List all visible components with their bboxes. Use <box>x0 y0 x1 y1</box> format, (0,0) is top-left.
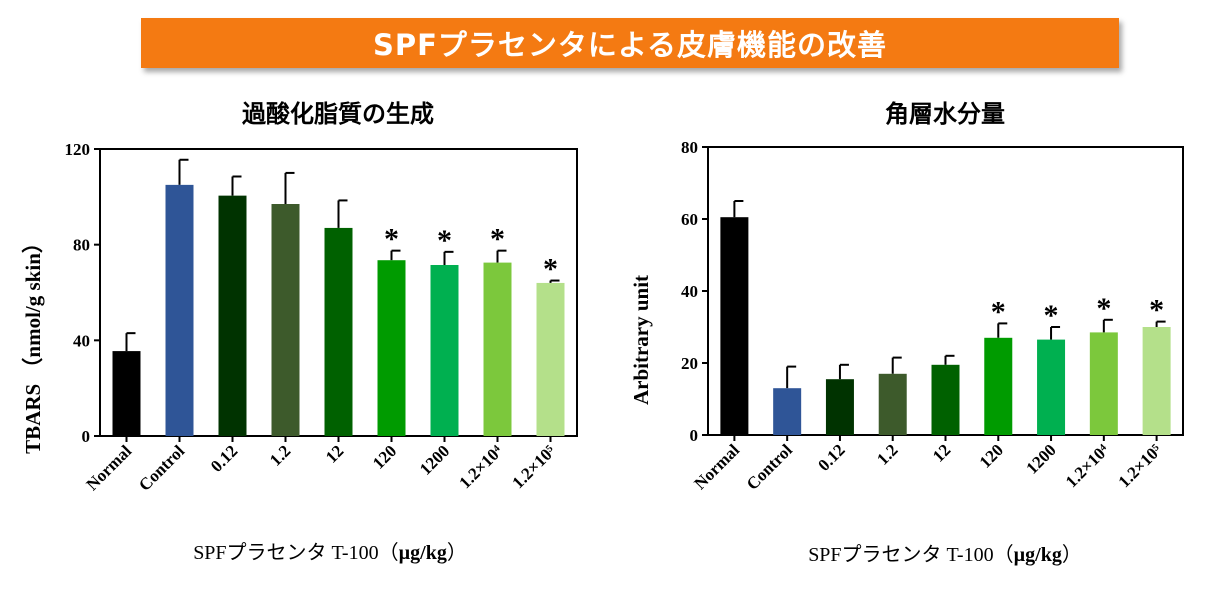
x-axis-label: SPFプラセンタ T-100（µg/kg） <box>808 543 1082 566</box>
category-label: Normal <box>690 440 743 493</box>
y-tick-label: 40 <box>681 282 698 301</box>
category-labels: Normal Control 0.12 1.2 12 120 1200 1.2×10⁴ 1.2×… <box>690 440 1165 493</box>
category-label: 0.12 <box>814 440 848 474</box>
bar <box>483 262 512 436</box>
category-label: 1.2×10⁴ <box>1062 440 1113 491</box>
bar <box>165 184 194 436</box>
significance-marker: * <box>991 295 1006 328</box>
bar <box>773 388 802 435</box>
bar <box>878 373 907 435</box>
y-tick-label: 120 <box>65 140 91 159</box>
significance-marker: * <box>543 253 558 286</box>
bars: * * * * <box>720 200 1171 435</box>
bar <box>1089 332 1118 435</box>
y-axis-label: TBARS （nmol/g skin） <box>21 232 45 454</box>
x-axis-label: SPFプラセンタ T-100（µg/kg） <box>193 541 467 564</box>
y-tick-label: 40 <box>73 331 90 350</box>
bar <box>377 260 406 436</box>
category-label: 12 <box>322 441 347 466</box>
category-label: 120 <box>369 441 400 472</box>
bar <box>324 227 353 436</box>
x-axis-label-main: SPFプラセンタ T-100（ <box>808 543 1013 566</box>
bar <box>1142 327 1171 435</box>
bars: * * * * <box>112 158 565 436</box>
significance-marker: * <box>437 224 452 257</box>
y-axis-label: Arbitrary unit <box>629 275 653 405</box>
category-label: 1200 <box>416 441 453 478</box>
significance-marker: * <box>1149 294 1164 327</box>
banner-title: SPFプラセンタによる皮膚機能の改善 <box>372 28 888 62</box>
y-tick-label: 0 <box>82 427 91 446</box>
chart-title: 過酸化脂質の生成 <box>242 100 434 128</box>
category-label: 1.2 <box>266 441 294 469</box>
significance-marker: * <box>1096 292 1111 325</box>
category-label: Normal <box>82 441 135 494</box>
category-label: 0.12 <box>207 441 241 475</box>
category-labels: Normal Control 0.12 1.2 12 120 1200 1.2×10⁴ 1.2×… <box>82 441 559 494</box>
significance-marker: * <box>490 223 505 256</box>
title-banner: SPFプラセンタによる皮膚機能の改善 <box>141 18 1119 68</box>
bar <box>825 379 854 435</box>
category-label: Control <box>135 441 188 494</box>
bar <box>271 204 300 436</box>
x-axis-label-end: ） <box>1062 543 1082 566</box>
category-label: 120 <box>976 440 1007 471</box>
y-tick-label: 0 <box>690 426 699 445</box>
stratum-water-chart: 角層水分量 Arbitrary unit 0 20 40 60 80 * * * * Norm… <box>629 100 1184 566</box>
category-label: 1.2×10⁵ <box>508 441 559 492</box>
bar <box>931 364 960 435</box>
y-tick-label: 20 <box>681 354 698 373</box>
bar <box>720 217 749 435</box>
x-axis-label-unit: µg/kg <box>399 542 447 564</box>
bar <box>430 264 459 436</box>
category-label: 1.2×10⁵ <box>1114 440 1165 491</box>
category-label: 1.2×10⁴ <box>455 441 506 492</box>
y-tick-label: 80 <box>73 236 90 255</box>
category-label: Control <box>743 440 796 493</box>
bar <box>1037 339 1066 435</box>
category-label: 1200 <box>1022 440 1059 477</box>
chart-title: 角層水分量 <box>885 100 1005 128</box>
significance-marker: * <box>384 223 399 256</box>
bar <box>536 282 565 436</box>
x-axis-label-unit: µg/kg <box>1014 544 1062 566</box>
category-label: 12 <box>929 440 954 465</box>
bar <box>112 351 141 436</box>
y-tick-label: 60 <box>681 210 698 229</box>
x-axis-label-main: SPFプラセンタ T-100（ <box>193 541 398 564</box>
significance-marker: * <box>1044 299 1059 332</box>
bar <box>218 195 247 436</box>
bar <box>984 337 1013 435</box>
y-tick-label: 80 <box>681 138 698 157</box>
category-label: 1.2 <box>873 440 901 468</box>
x-axis-label-end: ） <box>447 541 467 564</box>
